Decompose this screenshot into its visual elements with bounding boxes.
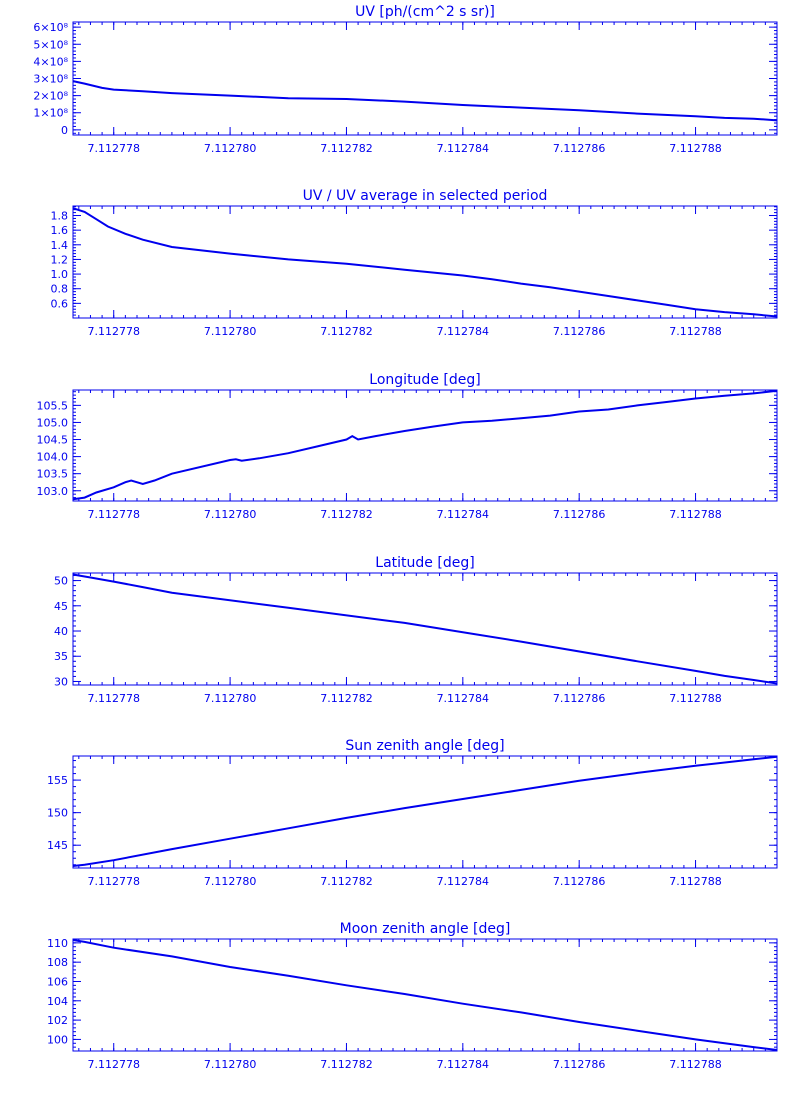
x-tick-label: 7.112780 <box>204 142 257 155</box>
series-line <box>72 207 778 318</box>
x-tick-label: 7.112788 <box>669 325 722 338</box>
x-tick-label: 7.112778 <box>87 875 140 888</box>
plot-frame <box>72 21 778 136</box>
x-tick-label: 7.112788 <box>669 692 722 705</box>
chart-panel-3: Longitude [deg] 103.0 103.5 104.0 104.5 105.0… <box>37 372 778 521</box>
y-tick-label: 5×10⁸ <box>33 38 68 51</box>
series-line <box>72 939 778 1051</box>
plot-frame <box>72 938 778 1052</box>
plot-frame <box>72 205 778 319</box>
chart-panel-5: Sun zenith angle [deg] 145 150 155 7.112778 7… <box>47 738 778 888</box>
x-tick-label: 7.112780 <box>204 325 257 338</box>
y-tick-label: 6×10⁸ <box>33 21 68 34</box>
chart-panel-1: UV [ph/(cm^2 s sr)] 0 1×10⁸ 2×10⁸ 3×10⁸ 4×10⁸… <box>33 4 778 155</box>
plot-frame <box>72 572 778 686</box>
y-tick-label: 105.5 <box>37 399 69 412</box>
y-tick-label: 0.8 <box>51 283 69 296</box>
x-tick-label: 7.112780 <box>204 1058 257 1071</box>
x-tick-label: 7.112778 <box>87 142 140 155</box>
series-line <box>72 80 778 122</box>
y-tick-label: 45 <box>54 600 68 613</box>
x-tick-label: 7.112786 <box>553 142 606 155</box>
x-tick-label: 7.112782 <box>320 692 373 705</box>
y-tick-label: 1×10⁸ <box>33 107 68 120</box>
y-tick-label: 150 <box>47 807 68 820</box>
y-tick-label: 104 <box>47 995 68 1008</box>
y-tick-label: 110 <box>47 937 68 950</box>
y-tick-label: 1.8 <box>51 210 69 223</box>
x-tick-label: 7.112782 <box>320 508 373 521</box>
x-tick-label: 7.112782 <box>320 875 373 888</box>
y-tick-label: 50 <box>54 575 68 588</box>
chart-title: Moon zenith angle [deg] <box>340 921 511 937</box>
y-tick-label: 104.5 <box>37 434 69 447</box>
x-tick-label: 7.112784 <box>437 1058 490 1071</box>
plot-frame <box>72 389 778 502</box>
y-tick-label: 1.2 <box>51 253 69 266</box>
y-tick-label: 105.0 <box>37 416 69 429</box>
y-tick-label: 104.0 <box>37 451 69 464</box>
x-tick-label: 7.112788 <box>669 1058 722 1071</box>
y-tick-label: 3×10⁸ <box>33 73 68 86</box>
chart-title: Latitude [deg] <box>375 555 474 571</box>
chart-panel-4: Latitude [deg] 30 35 40 45 50 7.112778 7.112780… <box>54 555 778 705</box>
x-tick-label: 7.112786 <box>553 508 606 521</box>
x-tick-label: 7.112778 <box>87 1058 140 1071</box>
x-tick-label: 7.112782 <box>320 1058 373 1071</box>
y-tick-label: 108 <box>47 956 68 969</box>
x-tick-label: 7.112788 <box>669 875 722 888</box>
y-tick-label: 103.5 <box>37 468 69 481</box>
x-tick-label: 7.112778 <box>87 692 140 705</box>
plot-frame <box>72 755 778 869</box>
x-tick-label: 7.112782 <box>320 142 373 155</box>
x-tick-label: 7.112786 <box>553 692 606 705</box>
x-tick-label: 7.112778 <box>87 325 140 338</box>
x-tick-label: 7.112786 <box>553 1058 606 1071</box>
x-tick-label: 7.112786 <box>553 325 606 338</box>
x-tick-label: 7.112788 <box>669 142 722 155</box>
chart-title: Longitude [deg] <box>369 372 480 388</box>
x-tick-label: 7.112784 <box>437 692 490 705</box>
chart-title: UV [ph/(cm^2 s sr)] <box>355 4 495 20</box>
y-tick-label: 2×10⁸ <box>33 90 68 103</box>
series-line <box>72 573 778 685</box>
y-tick-label: 30 <box>54 675 68 688</box>
y-tick-label: 106 <box>47 975 68 988</box>
y-tick-label: 40 <box>54 625 68 638</box>
x-tick-label: 7.112786 <box>553 875 606 888</box>
x-tick-label: 7.112784 <box>437 142 490 155</box>
x-tick-label: 7.112784 <box>437 508 490 521</box>
y-tick-label: 100 <box>47 1033 68 1046</box>
y-tick-label: 155 <box>47 774 68 787</box>
y-tick-label: 0.6 <box>51 297 69 310</box>
chart-panel-6: Moon zenith angle [deg] 100 102 104 106 108 11… <box>47 921 778 1071</box>
y-tick-label: 102 <box>47 1014 68 1027</box>
y-tick-label: 4×10⁸ <box>33 55 68 68</box>
y-tick-label: 0 <box>61 124 68 137</box>
y-tick-label: 103.0 <box>37 485 69 498</box>
x-tick-label: 7.112780 <box>204 875 257 888</box>
x-tick-label: 7.112784 <box>437 325 490 338</box>
y-tick-label: 35 <box>54 650 68 663</box>
y-tick-label: 1.6 <box>51 224 69 237</box>
x-tick-label: 7.112784 <box>437 875 490 888</box>
x-tick-label: 7.112780 <box>204 508 257 521</box>
chart-title: UV / UV average in selected period <box>303 188 548 204</box>
x-tick-label: 7.112788 <box>669 508 722 521</box>
y-tick-label: 145 <box>47 839 68 852</box>
x-tick-label: 7.112778 <box>87 508 140 521</box>
x-tick-label: 7.112780 <box>204 692 257 705</box>
y-tick-label: 1.4 <box>51 239 69 252</box>
chart-title: Sun zenith angle [deg] <box>345 738 504 754</box>
y-tick-label: 1.0 <box>51 268 69 281</box>
x-tick-label: 7.112782 <box>320 325 373 338</box>
series-line <box>72 755 778 867</box>
series-line <box>72 389 778 501</box>
chart-panel-2: UV / UV average in selected period 0.60.8… <box>51 188 778 338</box>
